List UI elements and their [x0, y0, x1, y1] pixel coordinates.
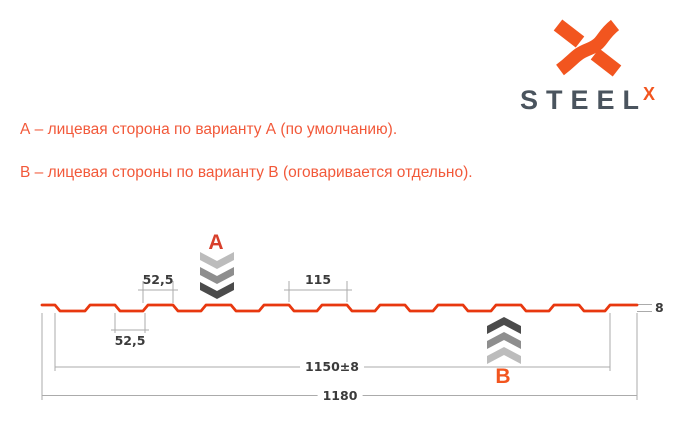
- profile-outline: [40, 303, 639, 313]
- dim-rib-bottom-width: 52,5: [114, 333, 146, 348]
- logo-arm-bottom-right: [590, 48, 622, 77]
- dim-rib-pitch: 115: [304, 272, 332, 287]
- side-a-chevrons-icon: [200, 252, 234, 299]
- dim-profile-height: 8: [655, 300, 664, 315]
- note-variant-b: В – лицевая стороны по варианту В (огова…: [20, 164, 473, 181]
- dim-working-width: 1150±8: [300, 359, 364, 374]
- side-b-chevrons-icon: [487, 317, 521, 364]
- brand-name: STEEL: [520, 85, 648, 115]
- note-variant-a: А – лицевая сторона по варианту А (по ум…: [20, 121, 398, 138]
- side-a-label: A: [208, 231, 224, 254]
- logo-arm-top-left: [553, 19, 585, 48]
- steelx-logo-icon: [553, 19, 622, 77]
- dim-rib-top-width: 52,5: [142, 272, 174, 287]
- dim-overall-width: 1180: [317, 388, 363, 403]
- brand-wordmark: STEELX: [520, 84, 659, 116]
- brand-sup-x: X: [643, 84, 656, 104]
- logo-s-stroke: [556, 19, 620, 76]
- side-b-label: B: [495, 365, 511, 388]
